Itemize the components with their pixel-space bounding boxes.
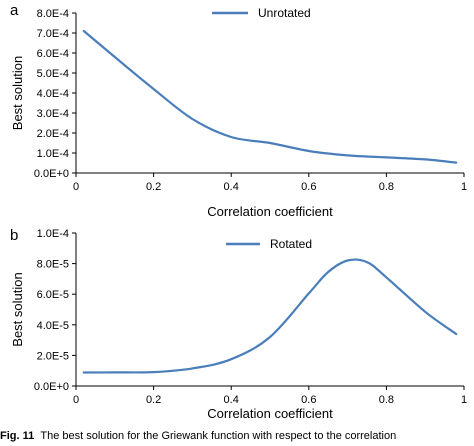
y-tick-label: 8.0E-4 bbox=[37, 8, 69, 20]
x-tick-label: 0.2 bbox=[146, 394, 161, 406]
y-tick-label: 6.0E-4 bbox=[37, 48, 69, 60]
x-tick-label: 1 bbox=[461, 394, 467, 406]
x-tick-label: 0.4 bbox=[224, 394, 239, 406]
x-tick-label: 0.8 bbox=[379, 394, 394, 406]
caption-label: Fig. 11 bbox=[0, 430, 35, 442]
x-tick-label: 0.8 bbox=[379, 181, 394, 193]
y-axis-title: Best solution bbox=[10, 272, 25, 346]
x-tick-label: 0 bbox=[73, 394, 79, 406]
panel-b: b 0.0E+0 2.0E-5 4.0E-5 6.0E-5 8.0E-5 1.0E-4 0 0.… bbox=[10, 227, 467, 421]
y-tick-label: 7.0E-4 bbox=[37, 28, 69, 40]
y-tick-label: 4.0E-5 bbox=[37, 320, 69, 332]
y-tick-label: 0.0E+0 bbox=[34, 381, 69, 393]
x-tick-label: 0.6 bbox=[301, 181, 316, 193]
series-line-rotated bbox=[82, 258, 458, 374]
y-tick-label: 8.0E-5 bbox=[37, 259, 69, 271]
y-tick-label: 1.0E-4 bbox=[37, 148, 69, 160]
y-tick-label: 1.0E-4 bbox=[37, 228, 69, 240]
legend-label: Unrotated bbox=[258, 6, 311, 20]
legend-label: Rotated bbox=[270, 237, 312, 251]
y-tick-label: 6.0E-5 bbox=[37, 289, 69, 301]
x-axis-title: Correlation coefficient bbox=[207, 406, 333, 421]
x-tick-label: 0.6 bbox=[301, 394, 316, 406]
y-tick-label: 2.0E-5 bbox=[37, 350, 69, 362]
y-tick-label: 0.0E+0 bbox=[34, 168, 69, 180]
y-tick-label: 4.0E-4 bbox=[37, 88, 69, 100]
figure: a 0.0E+0 1.0E-4 2.0E-4 3.0E-4 4.0E-4 5.0E-4 6.0… bbox=[10, 2, 467, 421]
panel-a: a 0.0E+0 1.0E-4 2.0E-4 3.0E-4 4.0E-4 5.0E-4 6.0… bbox=[10, 2, 467, 219]
caption-text: The best solution for the Griewank funct… bbox=[40, 430, 397, 442]
y-tick-label: 3.0E-4 bbox=[37, 108, 69, 120]
figure-caption: Fig. 11 The best solution for the Griewa… bbox=[0, 430, 474, 446]
x-tick-label: 0.2 bbox=[146, 181, 161, 193]
y-axis-title: Best solution bbox=[10, 56, 25, 130]
x-tick-label: 0.4 bbox=[224, 181, 239, 193]
x-tick-label: 1 bbox=[461, 181, 467, 193]
panel-letter: a bbox=[10, 2, 19, 19]
y-tick-label: 5.0E-4 bbox=[37, 68, 69, 80]
series-line-unrotated bbox=[82, 29, 458, 164]
x-tick-label: 0 bbox=[73, 181, 79, 193]
x-axis-title: Correlation coefficient bbox=[207, 204, 333, 219]
y-tick-label: 2.0E-4 bbox=[37, 128, 69, 140]
panel-letter: b bbox=[10, 227, 18, 244]
